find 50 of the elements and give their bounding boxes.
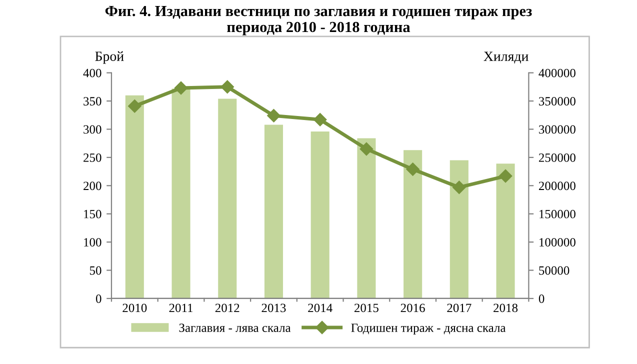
y-tick-label: 200 — [84, 182, 102, 190]
y2-tick-label: 100000 — [540, 238, 576, 247]
bar — [310, 131, 330, 298]
y2-tick-label: 150000 — [540, 210, 576, 218]
y-tick-label: 250 — [84, 153, 102, 162]
bar — [357, 138, 376, 298]
x-tick-label: 2017 — [447, 304, 472, 312]
y-tick-label: 100 — [84, 238, 102, 247]
bar — [264, 124, 284, 298]
chart-title: Фиг. 4. Издавани вестници по заглавия и годишен тираж през периода 2010 - 2018 година — [105, 6, 532, 36]
y-tick-label: 350 — [84, 97, 102, 106]
point — [452, 180, 466, 194]
point — [498, 169, 512, 183]
x-tick-label: 2018 — [494, 304, 518, 312]
y2-tick-label: 250000 — [538, 153, 576, 162]
y2-tick-label: 400000 — [538, 68, 576, 78]
x-tick-label: 2012 — [215, 304, 240, 312]
x-tick-label: 2010 — [122, 304, 147, 312]
x-tick-label: 2011 — [169, 304, 193, 312]
point — [128, 100, 142, 113]
x-tick-label: 2013 — [262, 304, 286, 312]
y-tick-label: 400 — [83, 68, 102, 78]
x-tick-label: 2016 — [400, 304, 425, 312]
bar — [496, 164, 515, 298]
point — [406, 162, 420, 176]
point — [314, 113, 327, 126]
y2-axis-title: Хиляди — [484, 52, 528, 64]
legend-label: Годишен тираж - дясна скала — [351, 324, 506, 335]
x-tick-label: 2015 — [354, 304, 378, 312]
bar — [404, 150, 422, 298]
y-tick-label: 300 — [84, 125, 102, 134]
y2-tick-label: 0 — [538, 294, 544, 303]
y2-tick-label: 300000 — [539, 125, 576, 134]
y2-tick-label: 200000 — [538, 182, 576, 190]
point — [174, 81, 188, 95]
bar — [450, 160, 468, 298]
y-tick-label: 50 — [90, 266, 102, 275]
y2-tick-label: 50000 — [539, 266, 570, 275]
bar — [125, 95, 144, 298]
y-tick-label: 0 — [96, 294, 102, 303]
legend-label: Заглавия - лява скала — [179, 324, 291, 332]
point — [267, 109, 280, 122]
point — [220, 80, 234, 94]
bar — [172, 88, 190, 298]
bar — [218, 98, 237, 298]
y-axis-title: Брой — [95, 51, 124, 64]
y2-tick-label: 350000 — [539, 97, 576, 106]
x-tick-label: 2014 — [308, 304, 332, 312]
point — [360, 142, 374, 156]
y-tick-label: 150 — [84, 210, 102, 218]
